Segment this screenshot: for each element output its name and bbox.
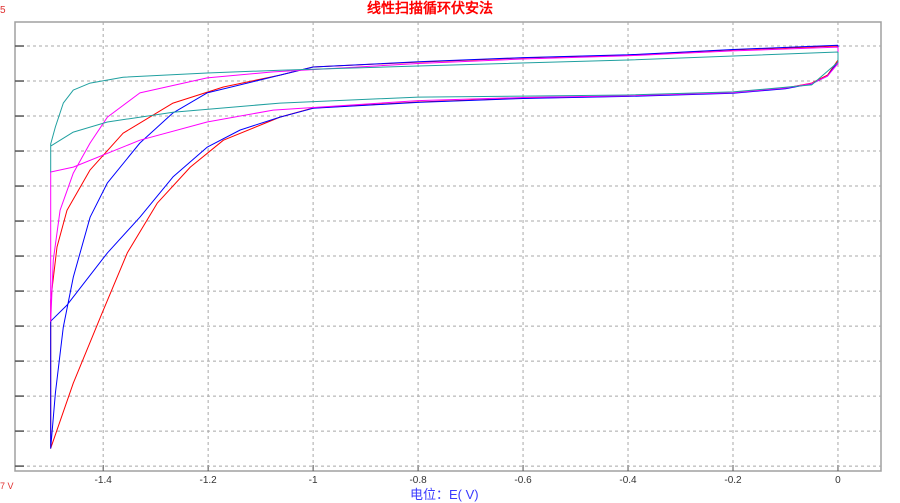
x-tick-label: -1 — [309, 475, 318, 486]
cv-loop-3 — [50, 46, 839, 322]
x-tick-label: -0.6 — [514, 475, 532, 486]
plot-frame — [14, 21, 882, 472]
x-axis-label: 电位：E( V) — [410, 487, 479, 502]
cropped-y-label-fragment: 5 — [0, 5, 6, 16]
x-tick-label: -0.2 — [724, 475, 742, 486]
cv-loop-2 — [50, 44, 839, 449]
x-tick-label: -1.2 — [200, 475, 218, 486]
x-tick-label: -0.4 — [619, 475, 637, 486]
cropped-unit-fragment: 7 V — [0, 481, 14, 491]
x-tick-label: -1.4 — [95, 475, 113, 486]
cv-loop-4 — [50, 51, 839, 173]
chart-title: 线性扫描循环伏安法 — [367, 0, 493, 16]
x-tick-label: -0.8 — [409, 475, 427, 486]
x-tick-label: 0 — [835, 475, 841, 486]
